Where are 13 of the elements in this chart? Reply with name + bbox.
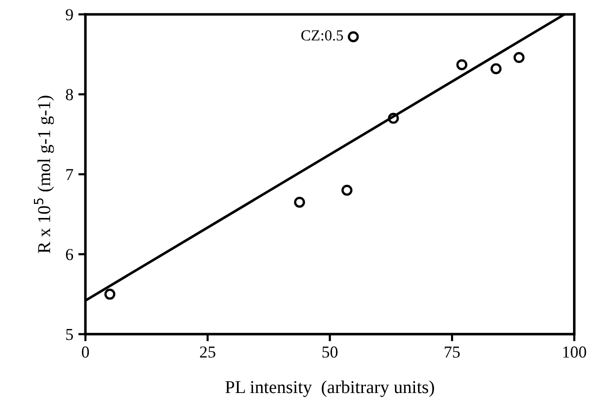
x-tick-label: 100 [563, 346, 586, 358]
x-tick-label: 0 [82, 346, 89, 358]
y-tick-label: 8 [66, 89, 73, 100]
y-tick-label: 6 [66, 248, 74, 260]
x-axis-title: PL intensity (arbitrary units) [225, 380, 434, 397]
x-tick-label: 75 [444, 346, 460, 358]
y-tick-label: 5 [66, 329, 73, 340]
y-axis-title: R x 10$^{5}$ (mol g-1 g-1) [34, 96, 54, 254]
y-tick-label: 7 [66, 169, 74, 180]
x-tick-label: 25 [200, 346, 216, 358]
annotation: CZ:0.5 [301, 30, 343, 41]
y-tick-label: 9 [66, 9, 73, 20]
x-tick-label: 50 [322, 346, 338, 358]
